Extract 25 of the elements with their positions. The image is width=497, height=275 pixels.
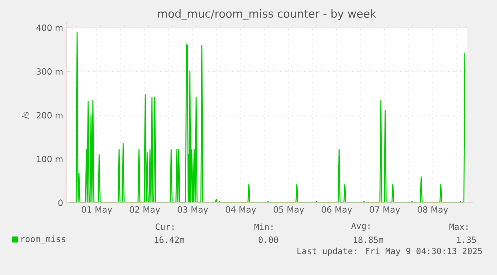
x-tick-label: 02 May [130,206,160,215]
y-axis-title: /s [22,112,30,120]
legend-label: room_miss [22,236,66,244]
text: Max: [450,224,468,230]
x-tick-label: 05 May [274,206,304,215]
y-tick-label: 200 m [36,112,63,119]
text: 18.85m [354,236,384,244]
x-tick-label: 07 May [370,206,400,215]
x-tick-label: 04 May [226,206,256,215]
y-tick-label: 400 m [36,24,63,32]
text: Min: [254,224,273,230]
text: 16.42m [155,236,184,244]
text: Last update: Fri May 9 04:30:13 2025 [298,248,482,256]
text: 0.00 [258,236,278,244]
chart-title: mod_muc/room_miss counter - by week [158,10,377,20]
y-tick-label: 100 m [37,156,63,162]
text: 1.35 [457,236,476,244]
x-tick-label: 01 May [82,206,112,215]
x-tick-label: 03 May [178,206,208,215]
y-tick-label: 0 [58,200,63,206]
text: Avg: [351,222,370,231]
text: Cur: [156,224,174,230]
x-tick-label: 06 May [322,206,352,215]
y-tick-label: 300 m [36,68,63,75]
x-tick-label: 08 May [418,206,448,215]
